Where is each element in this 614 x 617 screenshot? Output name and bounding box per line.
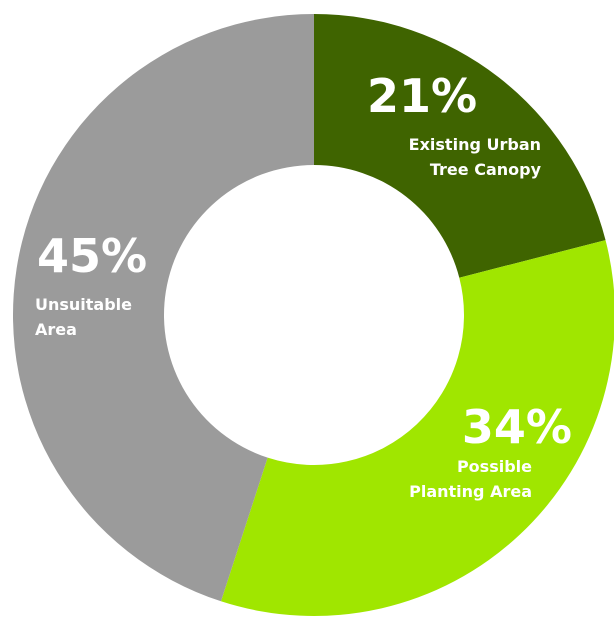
slice-label-unsuitable-line-2: Area xyxy=(35,320,77,339)
slice-percent-possible-planting: 34% xyxy=(462,400,572,454)
slice-label-possible-planting-line-1: Possible xyxy=(457,457,532,476)
slice-existing-canopy xyxy=(314,14,606,278)
slice-label-unsuitable-line-1: Unsuitable xyxy=(35,295,132,314)
slice-percent-existing-canopy: 21% xyxy=(367,69,477,123)
slice-label-group-existing-canopy: 21% Existing Urban Tree Canopy xyxy=(367,69,542,179)
donut-slices xyxy=(13,14,614,616)
slice-possible-planting xyxy=(220,240,614,616)
slice-label-existing-canopy-line-1: Existing Urban xyxy=(409,135,541,154)
slice-percent-unsuitable: 45% xyxy=(37,229,147,283)
slice-label-group-unsuitable: 45% Unsuitable Area xyxy=(35,229,147,339)
slice-label-existing-canopy-line-2: Tree Canopy xyxy=(430,160,542,179)
slice-unsuitable xyxy=(13,14,314,602)
slice-label-group-possible-planting: 34% Possible Planting Area xyxy=(409,400,572,501)
slice-label-possible-planting-line-2: Planting Area xyxy=(409,482,532,501)
